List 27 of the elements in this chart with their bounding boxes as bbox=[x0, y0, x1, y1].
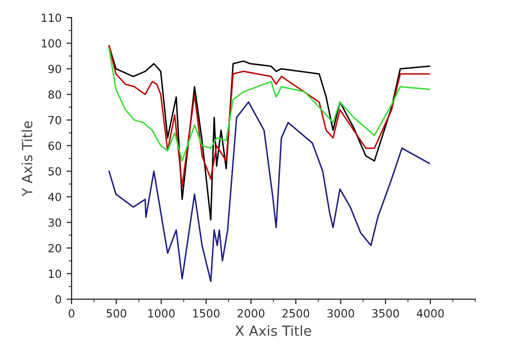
line-series bbox=[108, 45, 430, 221]
line-series bbox=[108, 48, 430, 162]
line-series bbox=[108, 45, 430, 188]
y-tick-label: 40 bbox=[48, 192, 62, 202]
x-tick-label: 1000 bbox=[148, 309, 175, 318]
y-tick-label: 100 bbox=[42, 39, 62, 48]
line-series bbox=[108, 101, 430, 282]
y-tick-label: 70 bbox=[48, 116, 62, 124]
y-tick-label: 90 bbox=[48, 64, 62, 74]
y-tick-label: 30 bbox=[48, 218, 62, 227]
x-tick-label: 0 bbox=[68, 309, 74, 318]
x-tick-label: 2500 bbox=[282, 309, 310, 318]
x-tick-label: 500 bbox=[106, 309, 126, 318]
y-tick-label: 60 bbox=[48, 142, 62, 150]
x-tick-label: 1500 bbox=[193, 309, 220, 318]
y-tick-label: 110 bbox=[42, 14, 62, 22]
y-tick-label: 80 bbox=[48, 90, 62, 99]
x-tick-label: 3000 bbox=[327, 309, 354, 318]
y-tick-label: 0 bbox=[55, 295, 62, 304]
x-tick-label: 4000 bbox=[416, 309, 444, 318]
x-tick-label: 2000 bbox=[238, 309, 264, 318]
y-tick-label: 50 bbox=[48, 167, 62, 176]
x-axis-title: X Axis Title bbox=[235, 325, 312, 336]
x-tick-label: 3500 bbox=[372, 309, 399, 318]
y-axis-title: Y Axis Title bbox=[22, 121, 32, 196]
y-tick-label: 10 bbox=[48, 270, 62, 278]
y-tick-label: 20 bbox=[48, 244, 62, 252]
